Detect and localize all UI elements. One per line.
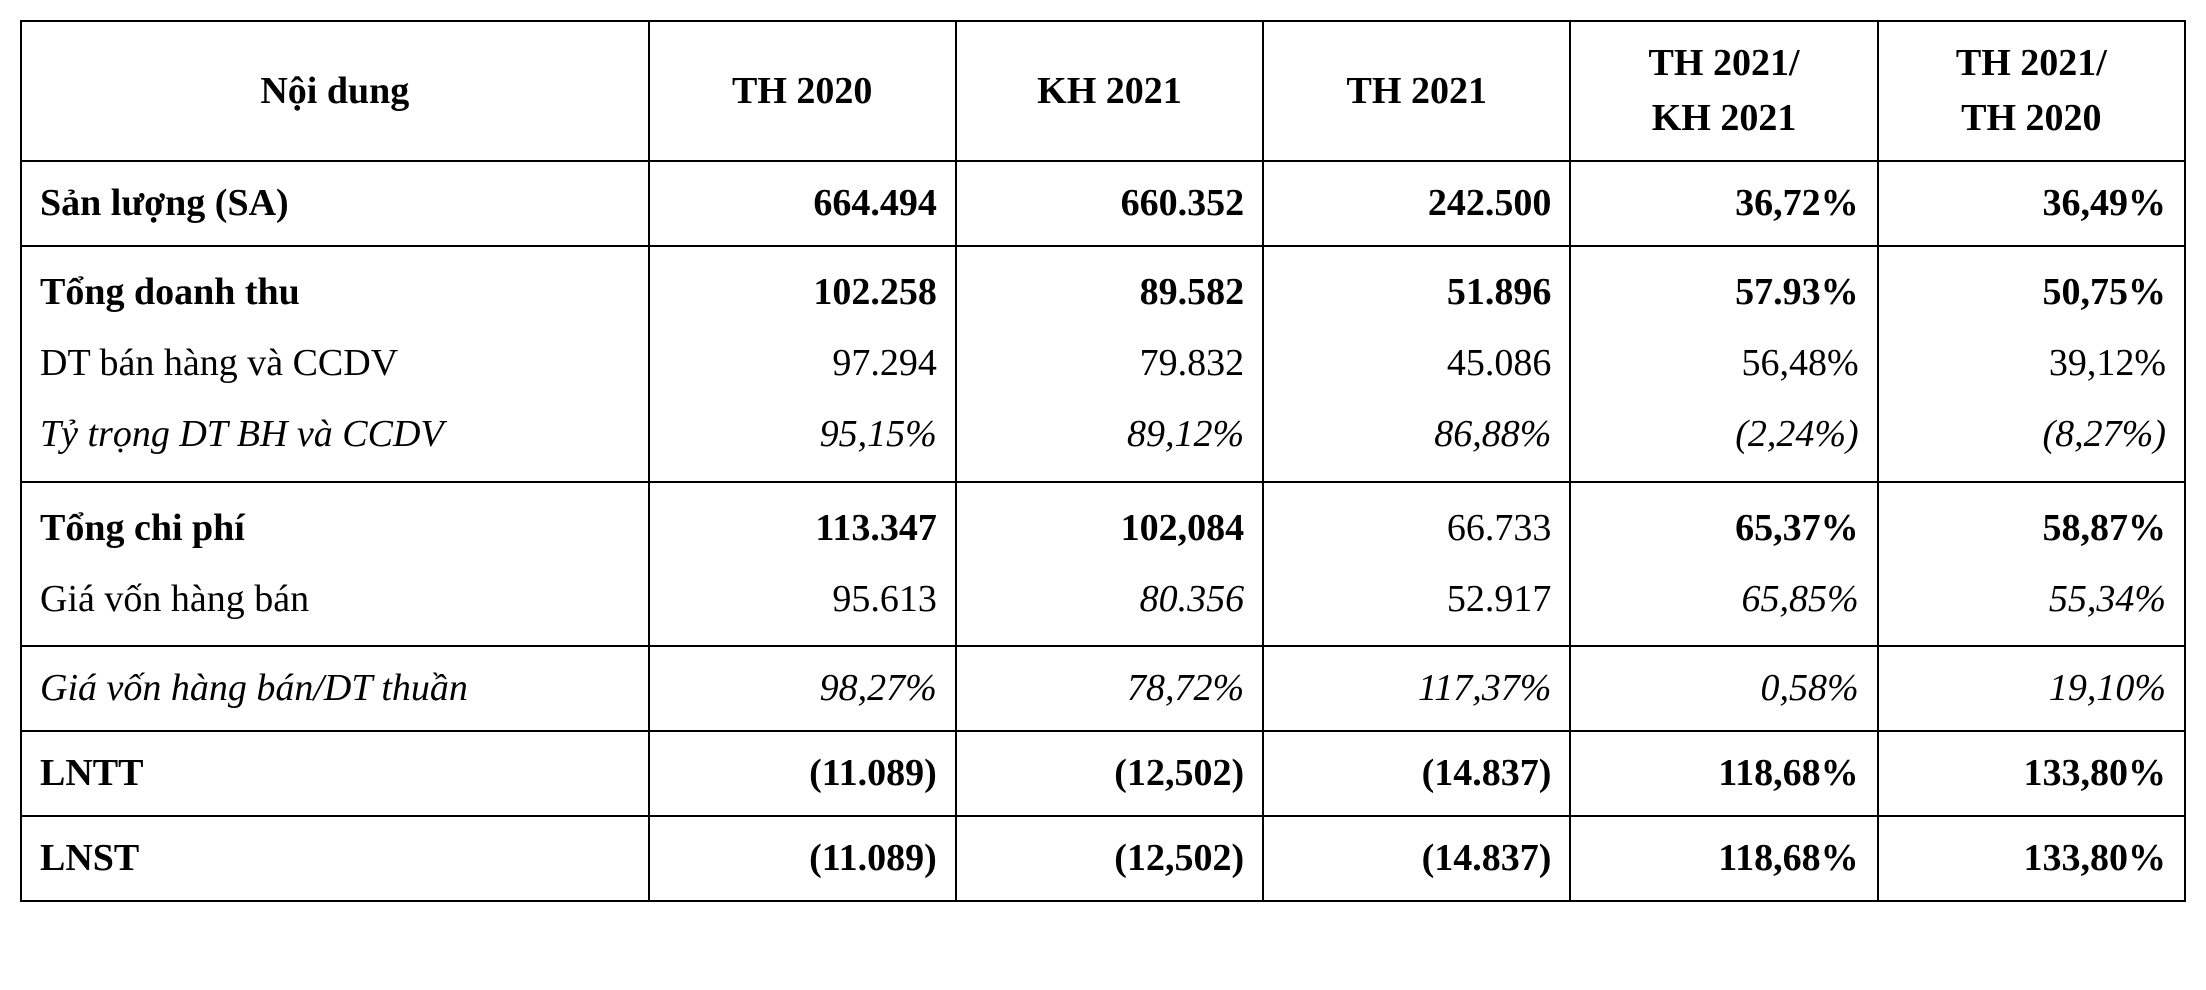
cell-value: 58,87% xyxy=(1897,493,2166,564)
table-header: Nội dung TH 2020 KH 2021 TH 2021 TH 2021… xyxy=(21,21,2185,161)
row-value-cell: 102,08480.356 xyxy=(956,482,1263,646)
row-value-cell: 50,75%39,12%(8,27%) xyxy=(1878,246,2185,481)
row-value-cell: (11.089) xyxy=(649,731,956,816)
row-value-cell: (12,502) xyxy=(956,731,1263,816)
col-header-label: Nội dung xyxy=(21,21,649,161)
row-value-cell: 89.58279.83289,12% xyxy=(956,246,1263,481)
row-value-cell: 102.25897.29495,15% xyxy=(649,246,956,481)
row-value-cell: (14.837) xyxy=(1263,816,1570,901)
row-value-cell: (11.089) xyxy=(649,816,956,901)
row-value-cell: 98,27% xyxy=(649,646,956,731)
cell-value: 65,85% xyxy=(1589,564,1858,635)
table-row: LNST(11.089)(12,502)(14.837)118,68%133,8… xyxy=(21,816,2185,901)
cell-value: Giá vốn hàng bán xyxy=(40,564,630,635)
cell-value: (2,24%) xyxy=(1589,399,1858,470)
cell-value: DT bán hàng và CCDV xyxy=(40,328,630,399)
row-value-cell: 78,72% xyxy=(956,646,1263,731)
row-value-cell: 51.89645.08686,88% xyxy=(1263,246,1570,481)
table-row: LNTT(11.089)(12,502)(14.837)118,68%133,8… xyxy=(21,731,2185,816)
cell-value: 66.733 xyxy=(1282,493,1551,564)
col-header-ratio-th2021-th2020: TH 2021/TH 2020 xyxy=(1878,21,2185,161)
cell-value: 51.896 xyxy=(1282,257,1551,328)
row-value-cell: 664.494 xyxy=(649,161,956,246)
cell-value: 50,75% xyxy=(1897,257,2166,328)
cell-value: 86,88% xyxy=(1282,399,1551,470)
row-value-cell: 19,10% xyxy=(1878,646,2185,731)
cell-value: 57.93% xyxy=(1589,257,1858,328)
cell-value: 52.917 xyxy=(1282,564,1551,635)
row-value-cell: 57.93%56,48%(2,24%) xyxy=(1570,246,1877,481)
row-value-cell: 113.34795.613 xyxy=(649,482,956,646)
row-value-cell: 117,37% xyxy=(1263,646,1570,731)
col-header-ratio-th-kh-2021: TH 2021/KH 2021 xyxy=(1570,21,1877,161)
financial-table: Nội dung TH 2020 KH 2021 TH 2021 TH 2021… xyxy=(20,20,2186,902)
row-value-cell: 133,80% xyxy=(1878,731,2185,816)
cell-value: Tỷ trọng DT BH và CCDV xyxy=(40,399,630,470)
row-value-cell: (12,502) xyxy=(956,816,1263,901)
row-value-cell: 66.73352.917 xyxy=(1263,482,1570,646)
table-row: Tổng doanh thuDT bán hàng và CCDVTỷ trọn… xyxy=(21,246,2185,481)
cell-value: Tổng doanh thu xyxy=(40,257,630,328)
table-body: Sản lượng (SA)664.494660.352242.50036,72… xyxy=(21,161,2185,901)
row-value-cell: 133,80% xyxy=(1878,816,2185,901)
row-label-cell: LNST xyxy=(21,816,649,901)
row-label-cell: LNTT xyxy=(21,731,649,816)
row-label-cell: Tổng doanh thuDT bán hàng và CCDVTỷ trọn… xyxy=(21,246,649,481)
col-header-ratio1-line1: TH 2021/KH 2021 xyxy=(1649,42,1800,139)
row-value-cell: 58,87%55,34% xyxy=(1878,482,2185,646)
row-value-cell: 65,37%65,85% xyxy=(1570,482,1877,646)
cell-value: 95.613 xyxy=(668,564,937,635)
col-header-th2021: TH 2021 xyxy=(1263,21,1570,161)
row-label-cell: Giá vốn hàng bán/DT thuần xyxy=(21,646,649,731)
cell-value: 95,15% xyxy=(668,399,937,470)
cell-value: 97.294 xyxy=(668,328,937,399)
cell-value: (8,27%) xyxy=(1897,399,2166,470)
row-value-cell: 242.500 xyxy=(1263,161,1570,246)
row-value-cell: (14.837) xyxy=(1263,731,1570,816)
cell-value: 89,12% xyxy=(975,399,1244,470)
cell-value: 102,084 xyxy=(975,493,1244,564)
row-value-cell: 0,58% xyxy=(1570,646,1877,731)
row-value-cell: 36,49% xyxy=(1878,161,2185,246)
table-row: Sản lượng (SA)664.494660.352242.50036,72… xyxy=(21,161,2185,246)
cell-value: 89.582 xyxy=(975,257,1244,328)
cell-value: 65,37% xyxy=(1589,493,1858,564)
col-header-kh2021: KH 2021 xyxy=(956,21,1263,161)
cell-value: 45.086 xyxy=(1282,328,1551,399)
row-value-cell: 36,72% xyxy=(1570,161,1877,246)
cell-value: Tổng chi phí xyxy=(40,493,630,564)
cell-value: 113.347 xyxy=(668,493,937,564)
cell-value: 79.832 xyxy=(975,328,1244,399)
cell-value: 102.258 xyxy=(668,257,937,328)
col-header-th2020: TH 2020 xyxy=(649,21,956,161)
table-row: Giá vốn hàng bán/DT thuần98,27%78,72%117… xyxy=(21,646,2185,731)
row-value-cell: 118,68% xyxy=(1570,816,1877,901)
cell-value: 39,12% xyxy=(1897,328,2166,399)
row-value-cell: 118,68% xyxy=(1570,731,1877,816)
row-label-cell: Sản lượng (SA) xyxy=(21,161,649,246)
cell-value: 80.356 xyxy=(975,564,1244,635)
cell-value: 55,34% xyxy=(1897,564,2166,635)
col-header-ratio2-line1: TH 2021/TH 2020 xyxy=(1956,42,2107,139)
row-value-cell: 660.352 xyxy=(956,161,1263,246)
table-header-row: Nội dung TH 2020 KH 2021 TH 2021 TH 2021… xyxy=(21,21,2185,161)
row-label-cell: Tổng chi phíGiá vốn hàng bán xyxy=(21,482,649,646)
table-row: Tổng chi phíGiá vốn hàng bán113.34795.61… xyxy=(21,482,2185,646)
cell-value: 56,48% xyxy=(1589,328,1858,399)
